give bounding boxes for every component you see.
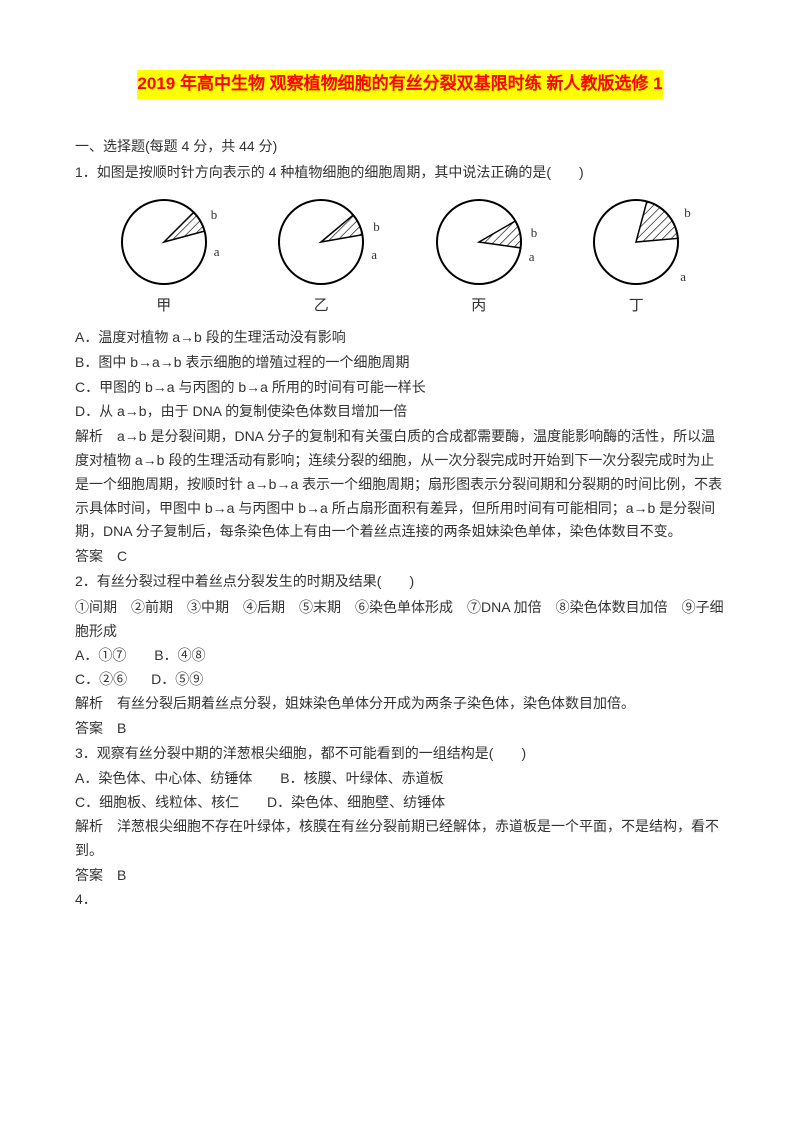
pie-label-b: b xyxy=(373,216,380,238)
pie-label-a: a xyxy=(214,241,220,263)
q2-option-c: C．②⑥ xyxy=(75,671,127,687)
pie-diagram: ab 丙 xyxy=(431,194,527,320)
section-heading: 一、选择题(每题 4 分，共 44 分) xyxy=(75,135,725,159)
q2-options-row2: C．②⑥ D．⑤⑨ xyxy=(75,668,725,692)
pie-label-a: a xyxy=(371,244,377,266)
q2-option-a: A．①⑦ xyxy=(75,647,126,663)
pie-diagram: ab 丁 xyxy=(588,194,684,320)
q3-option-a: A．染色体、中心体、纺锤体 xyxy=(75,770,252,786)
pie-diagram: ab 甲 xyxy=(116,194,212,320)
pie-svg-wrap: ab xyxy=(273,194,369,290)
pie-caption: 乙 xyxy=(314,294,329,320)
q3-option-b: B．核膜、叶绿体、赤道板 xyxy=(280,770,443,786)
q2-option-b: B．④⑧ xyxy=(154,647,205,663)
q3-answer: 答案 B xyxy=(75,864,725,888)
pie-svg-wrap: ab xyxy=(116,194,212,290)
pie-svg-wrap: ab xyxy=(588,194,684,290)
pie-label-b: b xyxy=(684,202,691,224)
q1-option-a: A．温度对植物 a→b 段的生理活动没有影响 xyxy=(75,326,725,350)
q1-option-c: C．甲图的 b→a 与丙图的 b→a 所用的时间有可能一样长 xyxy=(75,376,725,400)
pie-diagram: ab 乙 xyxy=(273,194,369,320)
q1-stem: 1．如图是按顺时针方向表示的 4 种植物细胞的细胞周期，其中说法正确的是( ) xyxy=(75,161,725,185)
q2-numbers: ①间期 ②前期 ③中期 ④后期 ⑤末期 ⑥染色单体形成 ⑦DNA 加倍 ⑧染色体… xyxy=(75,596,725,644)
pie-caption: 丙 xyxy=(471,294,486,320)
q1-answer: 答案 C xyxy=(75,545,725,569)
q2-explain: 解析 有丝分裂后期着丝点分裂，姐妹染色单体分开成为两条子染色体，染色体数目加倍。 xyxy=(75,692,725,716)
q1-explain: 解析 a→b 是分裂间期，DNA 分子的复制和有关蛋白质的合成都需要酶，温度能影… xyxy=(75,425,725,544)
q1-diagrams: ab甲 ab乙 ab丙 ab丁 xyxy=(75,194,725,320)
q3-stem: 3．观察有丝分裂中期的洋葱根尖细胞，都不可能看到的一组结构是( ) xyxy=(75,742,725,766)
pie-caption: 甲 xyxy=(156,294,171,320)
q1-option-d: D．从 a→b，由于 DNA 的复制使染色体数目增加一倍 xyxy=(75,400,725,424)
q3-option-c: C．细胞板、线粒体、核仁 xyxy=(75,794,239,810)
q3-explain: 解析 洋葱根尖细胞不存在叶绿体，核膜在有丝分裂前期已经解体，赤道板是一个平面，不… xyxy=(75,815,725,863)
pie-label-a: a xyxy=(529,246,535,268)
q4-stem: 4． xyxy=(75,888,725,912)
q2-option-d: D．⑤⑨ xyxy=(151,671,203,687)
pie-caption: 丁 xyxy=(629,294,644,320)
q3-option-d: D．染色体、细胞壁、纺锤体 xyxy=(267,794,445,810)
q1-option-b: B．图中 b→a→b 表示细胞的增殖过程的一个细胞周期 xyxy=(75,351,725,375)
q3-options-row1: A．染色体、中心体、纺锤体 B．核膜、叶绿体、赤道板 xyxy=(75,767,725,791)
q3-options-row2: C．细胞板、线粒体、核仁 D．染色体、细胞壁、纺锤体 xyxy=(75,791,725,815)
title-wrap: 2019 年高中生物 观察植物细胞的有丝分裂双基限时练 新人教版选修 1 xyxy=(75,70,725,117)
pie-label-a: a xyxy=(680,266,686,288)
q2-answer: 答案 B xyxy=(75,717,725,741)
pie-svg-wrap: ab xyxy=(431,194,527,290)
q2-stem: 2．有丝分裂过程中着丝点分裂发生的时期及结果( ) xyxy=(75,570,725,594)
pie-label-b: b xyxy=(531,222,538,244)
q2-options-row1: A．①⑦ B．④⑧ xyxy=(75,644,725,668)
page-title: 2019 年高中生物 观察植物细胞的有丝分裂双基限时练 新人教版选修 1 xyxy=(137,70,662,99)
pie-label-b: b xyxy=(211,204,218,226)
